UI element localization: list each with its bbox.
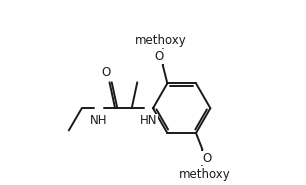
Text: methoxy: methoxy: [178, 168, 230, 181]
Text: HN: HN: [140, 114, 157, 127]
Text: NH: NH: [90, 114, 107, 127]
Text: methoxy: methoxy: [135, 34, 187, 47]
Text: O: O: [154, 50, 163, 63]
Text: O: O: [202, 152, 211, 164]
Text: O: O: [102, 66, 111, 79]
